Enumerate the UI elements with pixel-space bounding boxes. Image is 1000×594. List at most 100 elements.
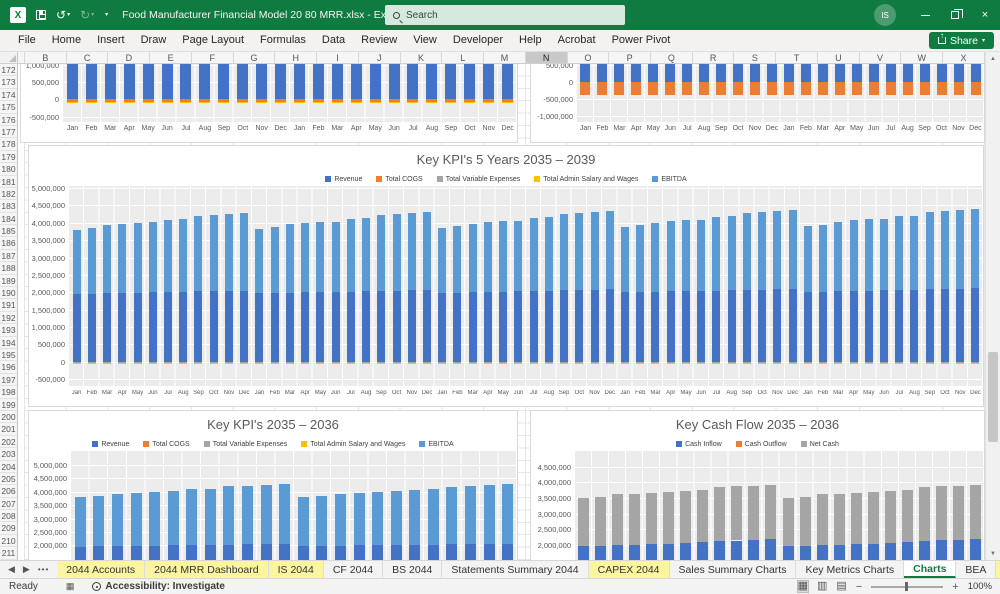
- chart-key-kpis-5-years[interactable]: Key KPI's 5 Years 2035 – 2039 Revenue Tota…: [28, 145, 984, 407]
- customize-toolbar-icon[interactable]: ▾: [105, 12, 109, 18]
- scroll-down-icon[interactable]: ▼: [990, 550, 996, 557]
- ribbon-tab-draw[interactable]: Draw: [140, 34, 167, 46]
- chart-key-kpis-2035-2036[interactable]: Key KPI's 2035 – 2036 Revenue Total COGS To…: [28, 410, 518, 560]
- column-header-o[interactable]: O: [568, 52, 610, 63]
- page-break-view-icon[interactable]: ▤: [836, 580, 847, 592]
- macro-record-icon[interactable]: ▦: [65, 581, 75, 591]
- excel-app-icon[interactable]: X: [10, 7, 26, 23]
- sheet-tab-bea[interactable]: BEA: [956, 561, 997, 578]
- sheet-tab-is-2044[interactable]: IS 2044: [268, 561, 324, 578]
- ribbon-tab-home[interactable]: Home: [51, 34, 82, 46]
- accessibility-status[interactable]: Accessibility: Investigate: [92, 581, 225, 592]
- row-header-200[interactable]: 200: [0, 411, 17, 424]
- row-header-173[interactable]: 173: [0, 77, 17, 89]
- sheet-tab-capex-2044[interactable]: CAPEX 2044: [588, 561, 670, 578]
- row-header-172[interactable]: 172: [0, 65, 17, 77]
- next-sheet-icon[interactable]: ▶: [22, 564, 30, 574]
- sheet-tab-key-metrics-charts[interactable]: Key Metrics Charts: [796, 561, 905, 578]
- row-header-186[interactable]: 186: [0, 238, 17, 250]
- ribbon-tab-help[interactable]: Help: [519, 34, 542, 46]
- prev-sheet-icon[interactable]: ◀: [8, 564, 15, 574]
- scroll-up-icon[interactable]: ▲: [990, 55, 996, 62]
- sheet-tab-sales-summary-charts[interactable]: Sales Summary Charts: [670, 561, 797, 578]
- row-header-185[interactable]: 185: [0, 226, 17, 238]
- row-header-211[interactable]: 211: [0, 548, 17, 560]
- row-header-209[interactable]: 209: [0, 523, 17, 535]
- zoom-level[interactable]: 100%: [967, 581, 992, 592]
- chart-key-cash-flow-2035-2036[interactable]: Key Cash Flow 2035 – 2036 Cash Inflow Cash…: [530, 410, 985, 560]
- column-a-body[interactable]: [18, 64, 25, 560]
- more-sheets-icon[interactable]: •••: [37, 565, 50, 574]
- column-header-b[interactable]: B: [25, 52, 67, 63]
- row-header-195[interactable]: 195: [0, 349, 17, 362]
- row-header-176[interactable]: 176: [0, 114, 17, 126]
- row-header-187[interactable]: 187: [0, 250, 17, 263]
- ribbon-tab-view[interactable]: View: [413, 34, 437, 46]
- ribbon-tab-formulas[interactable]: Formulas: [260, 34, 306, 46]
- column-header-d[interactable]: D: [108, 52, 151, 63]
- column-header-n[interactable]: N: [525, 52, 568, 63]
- ribbon-tab-developer[interactable]: Developer: [452, 34, 504, 46]
- ribbon-tab-acrobat[interactable]: Acrobat: [557, 34, 596, 46]
- column-header-k[interactable]: K: [401, 52, 443, 63]
- ribbon-tab-data[interactable]: Data: [321, 34, 346, 46]
- row-header-178[interactable]: 178: [0, 139, 17, 151]
- row-header-201[interactable]: 201: [0, 424, 17, 436]
- column-header-l[interactable]: L: [442, 52, 485, 63]
- undo-icon[interactable]: ↺ ▾: [56, 8, 71, 22]
- row-header-181[interactable]: 181: [0, 176, 17, 188]
- minimize-button[interactable]: [910, 0, 940, 30]
- chart-top-right-partial[interactable]: 500,000 0 -500,000 -1,000,000 Jan Feb Mar Apr Ma…: [530, 64, 985, 143]
- column-header-t[interactable]: T: [776, 52, 818, 63]
- column-header-x[interactable]: X: [943, 52, 985, 63]
- column-header-p[interactable]: P: [609, 52, 652, 63]
- column-header-e[interactable]: E: [150, 52, 192, 63]
- row-header-182[interactable]: 182: [0, 188, 17, 201]
- row-header-207[interactable]: 207: [0, 498, 17, 511]
- row-header-202[interactable]: 202: [0, 436, 17, 449]
- row-header-198[interactable]: 198: [0, 387, 17, 399]
- row-header-194[interactable]: 194: [0, 337, 17, 349]
- row-header-191[interactable]: 191: [0, 300, 17, 312]
- column-header-f[interactable]: F: [192, 52, 234, 63]
- sheet-tab-charts[interactable]: Charts: [904, 561, 957, 578]
- row-header-210[interactable]: 210: [0, 535, 17, 548]
- save-icon[interactable]: [36, 10, 46, 20]
- row-header-196[interactable]: 196: [0, 362, 17, 374]
- column-header-w[interactable]: W: [901, 52, 944, 63]
- column-header-v[interactable]: V: [860, 52, 902, 63]
- row-header-189[interactable]: 189: [0, 275, 17, 288]
- column-header-j[interactable]: J: [359, 52, 401, 63]
- row-header-199[interactable]: 199: [0, 399, 17, 411]
- vertical-scroll-thumb[interactable]: [988, 352, 998, 442]
- redo-icon[interactable]: ↻ ▾: [80, 8, 95, 22]
- account-avatar[interactable]: IS: [874, 4, 896, 26]
- close-button[interactable]: ×: [981, 9, 989, 21]
- sheet-tab-statements-summary-2044[interactable]: Statements Summary 2044: [442, 561, 589, 578]
- column-header-h[interactable]: H: [275, 52, 318, 63]
- sheet-tab-bs-2044[interactable]: BS 2044: [383, 561, 443, 578]
- ribbon-tab-page-layout[interactable]: Page Layout: [182, 34, 245, 46]
- vertical-scrollbar[interactable]: ▲ ▼: [985, 52, 1000, 560]
- row-header-188[interactable]: 188: [0, 263, 17, 275]
- column-header-u[interactable]: U: [818, 52, 860, 63]
- search-input[interactable]: Search: [385, 5, 625, 25]
- ribbon-tab-file[interactable]: File: [18, 34, 36, 46]
- ribbon-tab-power-pivot[interactable]: Power Pivot: [611, 34, 671, 46]
- column-header-s[interactable]: S: [734, 52, 777, 63]
- column-header-c[interactable]: C: [67, 52, 109, 63]
- row-header-192[interactable]: 192: [0, 312, 17, 325]
- row-header-190[interactable]: 190: [0, 288, 17, 300]
- row-header-174[interactable]: 174: [0, 89, 17, 102]
- row-header-205[interactable]: 205: [0, 473, 17, 486]
- zoom-in-icon[interactable]: +: [952, 580, 959, 593]
- column-header-i[interactable]: I: [317, 52, 359, 63]
- column-header-a[interactable]: [18, 52, 25, 63]
- restore-button[interactable]: [940, 0, 970, 30]
- ribbon-tab-review[interactable]: Review: [361, 34, 398, 46]
- share-button[interactable]: Share ▾: [928, 31, 994, 49]
- row-header-177[interactable]: 177: [0, 126, 17, 139]
- zoom-slider-thumb[interactable]: [905, 582, 909, 591]
- sheet-tab-2044-accounts[interactable]: 2044 Accounts: [57, 561, 146, 578]
- row-header-184[interactable]: 184: [0, 213, 17, 226]
